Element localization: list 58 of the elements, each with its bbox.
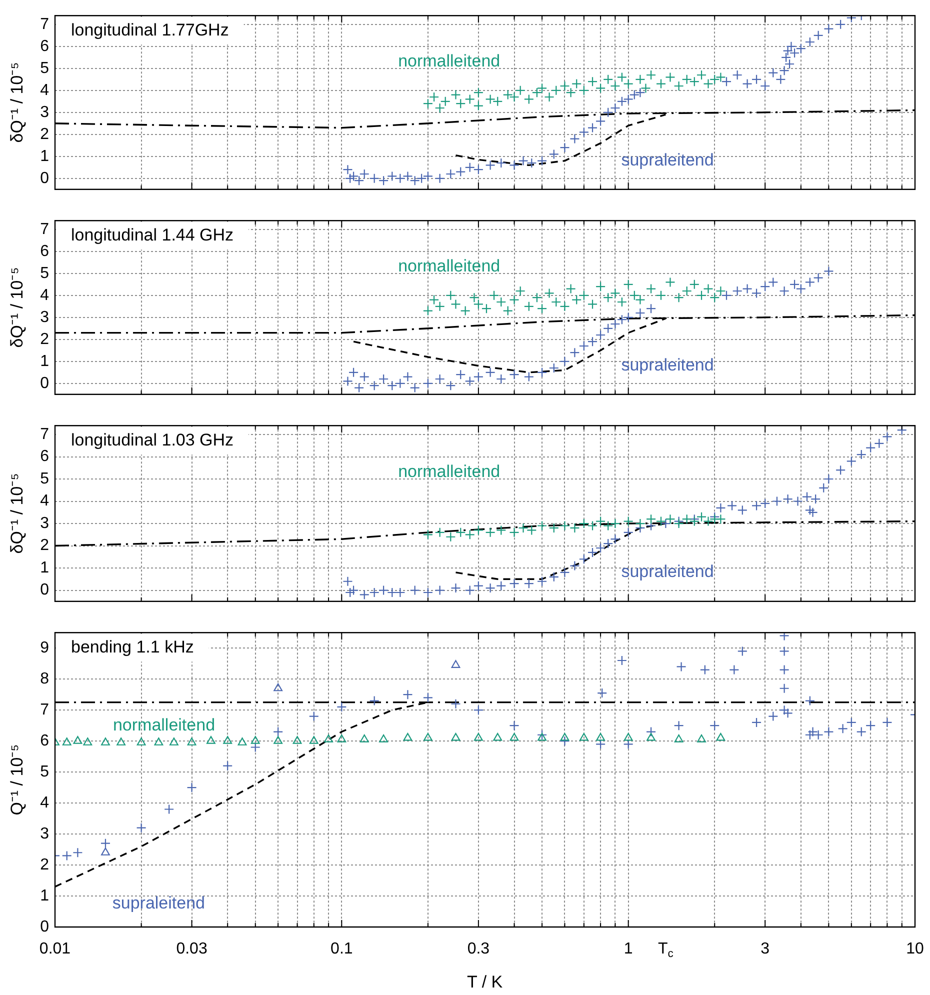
y-tick-label: 1 (40, 559, 50, 576)
y-tick-label: 7 (40, 426, 50, 443)
x-tick-label: 0.03 (176, 940, 208, 958)
chart-title: longitudinal 1.77GHz (71, 20, 229, 40)
x-tick-label: 3 (760, 940, 770, 958)
text: normalleitend (398, 462, 500, 482)
y-tick-label: 2 (40, 126, 50, 143)
x-tick-label: 10 (906, 940, 924, 958)
y-tick-label: 4 (40, 82, 50, 99)
y-tick-label: 7 (40, 701, 50, 718)
y-tick-label: 2 (40, 537, 50, 554)
series-label: supraleitend (621, 150, 714, 170)
x-tick-label: 0.1 (330, 940, 353, 958)
y-tick-label: 3 (40, 104, 50, 121)
y-tick-label: 7 (40, 220, 50, 238)
y-tick-label: 6 (40, 732, 50, 750)
y-axis-title: δQ⁻¹ / 10⁻⁵ (8, 267, 27, 348)
y-tick-label: 2 (40, 856, 50, 874)
y-tick-label: 5 (40, 264, 50, 282)
y-tick-label: 0 (40, 918, 50, 936)
y-tick-label: 0 (40, 374, 50, 392)
y-tick-label: 6 (40, 38, 50, 55)
x-tick-label: 0.01 (39, 940, 71, 958)
chart-title: longitudinal 1.44 GHz (71, 225, 234, 244)
series-label: normalleitend (398, 256, 500, 276)
y-tick-label: 8 (40, 670, 50, 688)
y-tick-label: 7 (40, 16, 50, 33)
y-tick-label: 5 (40, 60, 50, 77)
y-tick-label: 6 (40, 242, 50, 260)
y-tick-label: 0 (40, 170, 50, 187)
chart-title: longitudinal 1.03 GHz (71, 430, 234, 450)
y-tick-label: 4 (40, 492, 50, 510)
y-tick-label: 3 (40, 825, 50, 842)
y-axis-title: δQ⁻¹ / 10⁻⁵ (8, 62, 27, 143)
text: supraleitend (112, 893, 206, 912)
x-axis-title: T / K (467, 972, 504, 992)
y-axis-title: Q⁻¹ / 10⁻⁵ (8, 744, 27, 816)
y-tick-label: 6 (40, 448, 50, 466)
y-tick-label: 2 (40, 330, 50, 348)
y-tick-label: 3 (40, 308, 50, 326)
chart-title: bending 1.1 kHz (71, 637, 194, 656)
series-label: normalleitend (112, 715, 216, 734)
y-tick-label: 9 (40, 640, 50, 656)
y-tick-label: 1 (40, 148, 50, 165)
y-tick-label: 1 (40, 887, 50, 904)
y-tick-label: 4 (40, 794, 50, 812)
x-tick-label: 0.3 (467, 940, 490, 958)
y-tick-label: 0 (40, 582, 50, 599)
y-tick-label: 3 (40, 514, 50, 532)
series-label: supraleitend (621, 355, 714, 374)
y-axis-title: δQ⁻¹ / 10⁻⁵ (8, 473, 27, 554)
y-tick-label: 5 (40, 763, 50, 780)
y-tick-label: 4 (40, 286, 50, 304)
series-label: supraleitend (621, 562, 714, 582)
series-label: normalleitend (398, 51, 500, 70)
y-tick-label: 1 (40, 352, 50, 370)
y-tick-label: 5 (40, 470, 50, 488)
x-tick-label: 1 (624, 940, 633, 958)
